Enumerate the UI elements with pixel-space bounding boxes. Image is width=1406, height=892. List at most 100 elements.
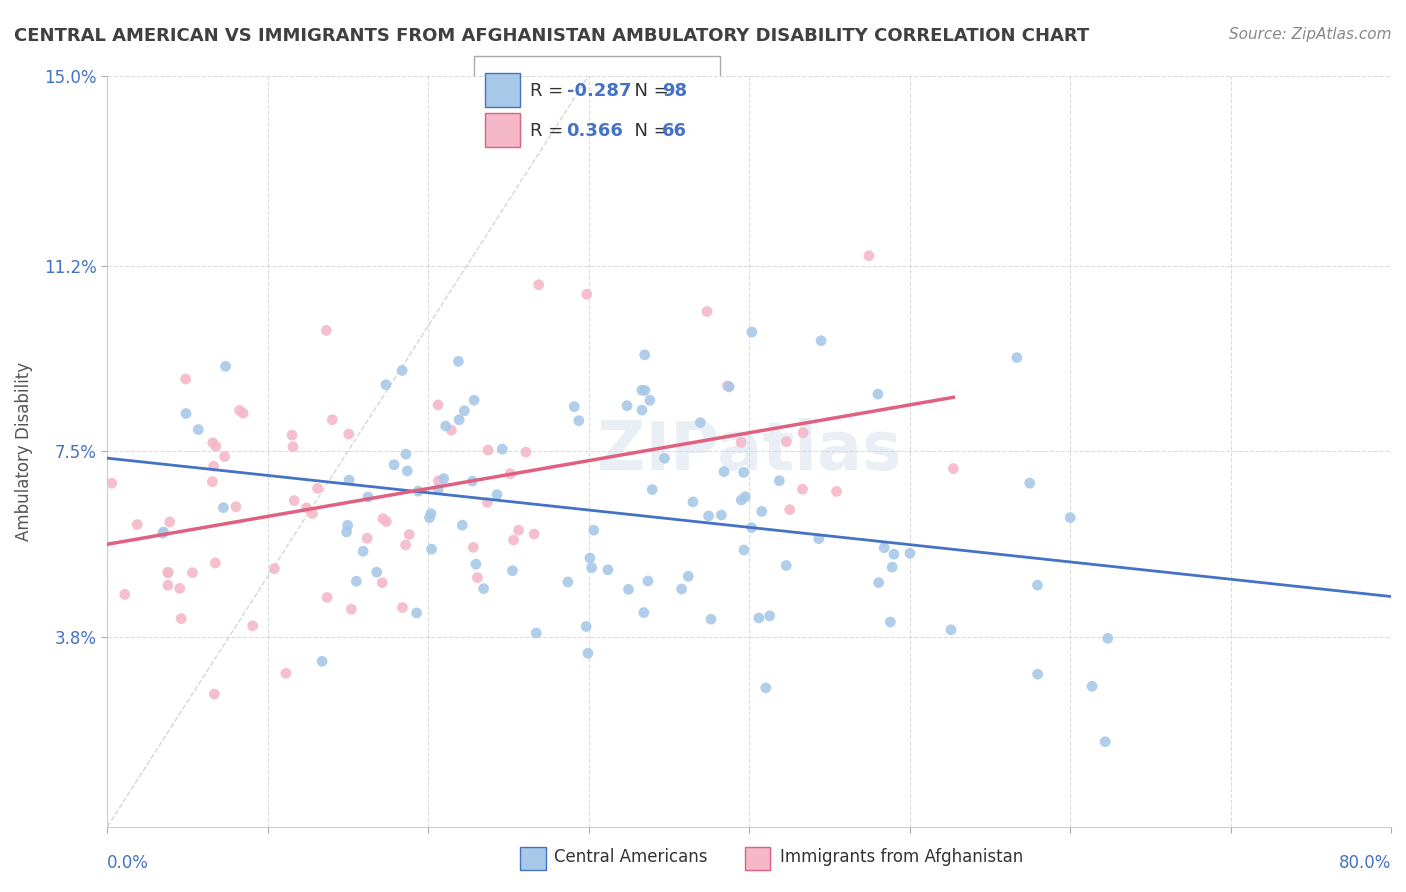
Point: [344, 574, 367, 589]
Text: R =: R =: [530, 122, 569, 140]
Point: [464, 557, 486, 571]
Point: [181, 566, 204, 580]
Point: [582, 523, 605, 537]
Point: [579, 551, 602, 566]
Point: [710, 508, 733, 522]
Point: [214, 359, 236, 374]
Point: [427, 398, 450, 412]
Point: [242, 619, 264, 633]
Point: [156, 566, 179, 580]
Point: [127, 517, 149, 532]
Point: [641, 483, 664, 497]
Text: Immigrants from Afghanistan: Immigrants from Afghanistan: [780, 848, 1024, 866]
Point: [420, 507, 443, 521]
Point: [485, 488, 508, 502]
Text: Source: ZipAtlas.com: Source: ZipAtlas.com: [1229, 27, 1392, 42]
Point: [427, 483, 450, 497]
Point: [357, 490, 380, 504]
Point: [634, 348, 657, 362]
Point: [883, 547, 905, 561]
Point: [335, 524, 357, 539]
Point: [463, 541, 485, 555]
Point: [406, 484, 429, 499]
Point: [375, 377, 398, 392]
Point: [337, 427, 360, 442]
Point: [939, 623, 962, 637]
Point: [201, 475, 224, 489]
Point: [281, 440, 304, 454]
Point: [371, 511, 394, 525]
Point: [562, 400, 585, 414]
Point: [169, 582, 191, 596]
Point: [467, 571, 489, 585]
Text: 66: 66: [662, 122, 688, 140]
Point: [733, 466, 755, 480]
Point: [898, 546, 921, 560]
Point: [671, 582, 693, 596]
Point: [170, 612, 193, 626]
Point: [420, 542, 443, 557]
Point: [638, 393, 661, 408]
Point: [581, 560, 603, 574]
Point: [225, 500, 247, 514]
Point: [501, 564, 523, 578]
Point: [301, 507, 323, 521]
Text: Central Americans: Central Americans: [554, 848, 707, 866]
Point: [281, 428, 304, 442]
Point: [682, 495, 704, 509]
Point: [631, 403, 654, 417]
Point: [1097, 632, 1119, 646]
Point: [696, 304, 718, 318]
Point: [637, 574, 659, 588]
Point: [741, 520, 763, 534]
Point: [491, 442, 513, 456]
Point: [204, 556, 226, 570]
Point: [205, 439, 228, 453]
Point: [447, 354, 470, 368]
Point: [321, 412, 343, 426]
Point: [575, 619, 598, 633]
Point: [152, 526, 174, 541]
Point: [515, 445, 537, 459]
Point: [395, 447, 418, 461]
Point: [214, 450, 236, 464]
Point: [283, 493, 305, 508]
Point: [730, 435, 752, 450]
Point: [1059, 510, 1081, 524]
Point: [779, 502, 801, 516]
Point: [755, 681, 778, 695]
Text: 0.366: 0.366: [567, 122, 623, 140]
Point: [634, 384, 657, 398]
Point: [718, 380, 741, 394]
Point: [451, 518, 474, 533]
Point: [825, 484, 848, 499]
Point: [807, 532, 830, 546]
Point: [734, 490, 756, 504]
Point: [697, 508, 720, 523]
Point: [792, 482, 814, 496]
Point: [391, 363, 413, 377]
Point: [616, 399, 638, 413]
Point: [1094, 735, 1116, 749]
Point: [733, 543, 755, 558]
Point: [523, 527, 546, 541]
Y-axis label: Ambulatory Disability: Ambulatory Disability: [15, 361, 32, 541]
Point: [1018, 476, 1040, 491]
Point: [477, 495, 499, 509]
Point: [775, 558, 797, 573]
Point: [187, 423, 209, 437]
Point: [654, 451, 676, 466]
Point: [748, 611, 770, 625]
Point: [596, 563, 619, 577]
Point: [868, 575, 890, 590]
Point: [375, 515, 398, 529]
Point: [453, 403, 475, 417]
Point: [427, 474, 450, 488]
Point: [508, 523, 530, 537]
Point: [713, 465, 735, 479]
Point: [1005, 351, 1028, 365]
Point: [633, 606, 655, 620]
Point: [274, 666, 297, 681]
Text: N =: N =: [623, 122, 675, 140]
Point: [1081, 679, 1104, 693]
